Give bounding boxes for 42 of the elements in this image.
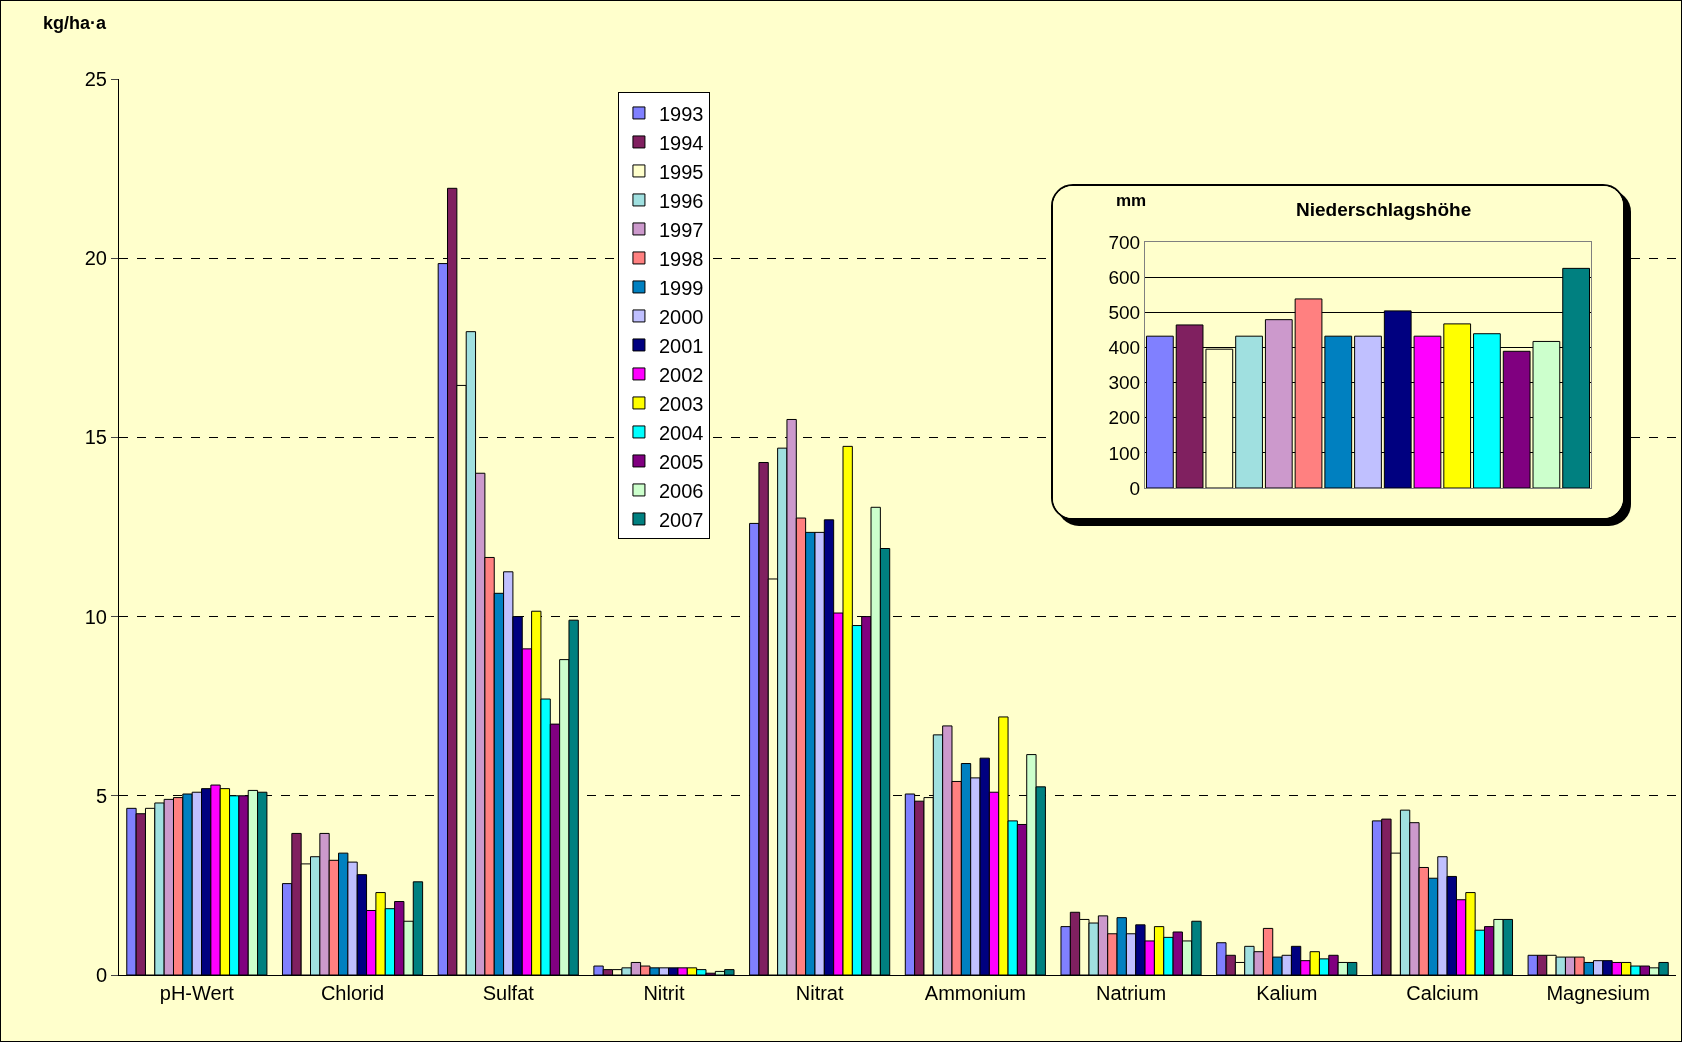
- legend-label: 1997: [658, 218, 704, 241]
- y-tick-label: 400: [1108, 337, 1141, 359]
- x-tick-label: Ammonium: [924, 982, 1026, 1004]
- y-tick-label: 5: [95, 784, 107, 807]
- legend-label: 1995: [658, 160, 704, 183]
- y-axis-title: mm: [1116, 191, 1147, 210]
- y-tick-label: 0: [1129, 477, 1141, 499]
- y-tick-label: 600: [1108, 266, 1141, 288]
- x-tick-label: Sulfat: [482, 982, 535, 1004]
- y-tick-label: 25: [84, 68, 107, 90]
- x-tick-label: Chlorid: [320, 982, 385, 1004]
- y-tick-label: 700: [1108, 231, 1141, 253]
- y-tick-label: 15: [84, 426, 107, 449]
- x-tick-label: Calcium: [1406, 982, 1479, 1004]
- legend-label: 2003: [658, 392, 704, 415]
- y-tick-label: 0: [95, 964, 107, 986]
- x-tick-label: Nitrit: [643, 982, 685, 1004]
- legend-label: 2000: [658, 305, 704, 328]
- x-tick-label: Magnesium: [1546, 982, 1650, 1004]
- y-tick-label: 20: [84, 247, 107, 270]
- x-tick-label: Natrium: [1096, 982, 1167, 1004]
- y-tick-label: 200: [1108, 407, 1141, 429]
- legend-label: 1999: [658, 276, 704, 299]
- x-tick-label: Nitrat: [795, 982, 844, 1004]
- y-tick-label: 10: [84, 605, 107, 628]
- y-tick-label: 100: [1108, 442, 1141, 464]
- legend-label: 2007: [658, 508, 704, 531]
- x-tick-label: Kalium: [1256, 982, 1318, 1004]
- y-axis-title: kg/ha·a: [43, 13, 108, 33]
- chart-title: Niederschlagshöhe: [1295, 198, 1472, 220]
- legend-label: 2005: [658, 450, 704, 473]
- legend-label: 2004: [658, 421, 704, 444]
- legend-label: 2001: [658, 334, 704, 357]
- x-tick-label: pH-Wert: [159, 982, 235, 1004]
- legend-label: 1994: [658, 131, 704, 154]
- legend-label: 1996: [658, 189, 704, 212]
- legend-label: 2006: [658, 479, 704, 502]
- legend-label: 2002: [658, 363, 704, 386]
- legend-label: 1998: [658, 247, 704, 270]
- legend-label: 1993: [658, 102, 704, 125]
- y-tick-label: 500: [1108, 301, 1141, 323]
- y-tick-label: 300: [1108, 372, 1141, 394]
